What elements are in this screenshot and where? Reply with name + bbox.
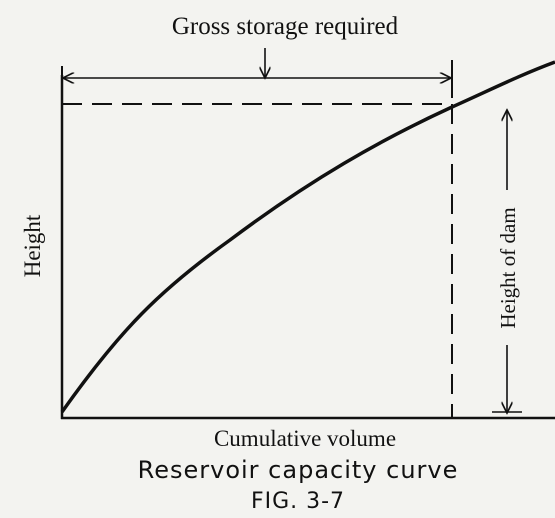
x-label: Cumulative volume [214, 426, 396, 451]
title: Gross storage required [172, 13, 399, 40]
caption: Reservoir capacity curve [138, 456, 459, 484]
y-label: Height [20, 214, 45, 277]
figure-number: FIG. 3-7 [251, 489, 345, 514]
dam-label: Height of dam [496, 207, 520, 328]
capacity-curve [60, 60, 555, 414]
